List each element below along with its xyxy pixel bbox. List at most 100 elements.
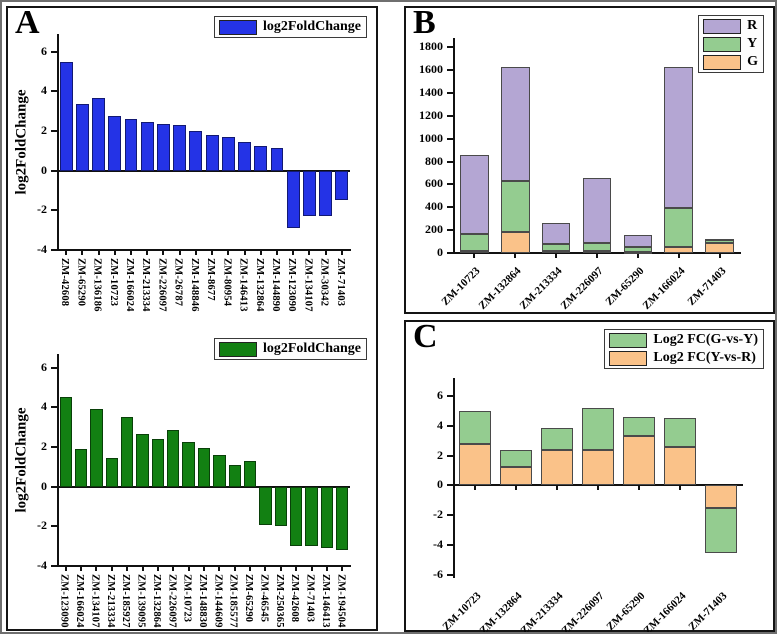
category-label: ZM-250365 [273, 574, 285, 628]
category-label: ZM-30342 [318, 258, 330, 307]
legend-label: log2FoldChange [262, 19, 361, 34]
legend-entry: log2FoldChange [218, 341, 361, 357]
legend-label: Log2 FC(G-vs-Y) [653, 332, 758, 347]
y-tick-label: 0 [41, 478, 47, 493]
bar-segment [705, 485, 738, 508]
y-tick-label: -2 [433, 507, 443, 522]
category-label: ZM-46545 [258, 574, 270, 623]
category-label: ZM-10723 [439, 590, 484, 634]
category-label: ZM-213334 [104, 574, 116, 628]
category-tick [81, 250, 84, 255]
category-label: ZM-71403 [684, 265, 729, 309]
category-tick [130, 250, 132, 255]
panel-b-letter: B [413, 4, 436, 41]
bar [140, 122, 154, 171]
y-tick-label: 2 [41, 439, 47, 454]
category-tick [324, 250, 327, 255]
bar-segment [541, 251, 571, 254]
bar [319, 170, 333, 217]
y-tick-label: 800 [425, 153, 443, 168]
y-tick-label: 4 [41, 83, 47, 98]
category-label: ZM-185577 [227, 574, 239, 628]
bar-segment [458, 410, 491, 445]
category-label: ZM-42608 [289, 574, 301, 623]
y-tick [447, 137, 453, 140]
y-tick [447, 252, 453, 254]
category-tick [679, 485, 682, 491]
category-label: ZM-146413 [319, 574, 331, 628]
bar-segment [623, 234, 653, 248]
bar-segment [581, 450, 615, 486]
bar [136, 434, 149, 487]
chart-a-bottom-plot: -4 -2 0 2 4 6 ZM-123090 ZM-166024 ZM-134107 ZM-21… [37, 354, 351, 628]
y-tick [447, 394, 453, 397]
panel-c-letter: C [413, 318, 438, 355]
chart-b-plot: 0 200 400 600 800 1000 1200 1400 1600 1800 ZM-1072… [419, 38, 741, 312]
category-label: ZM-132864 [476, 265, 524, 312]
category-tick [597, 485, 599, 491]
y-tick [51, 446, 57, 449]
bar-segment [623, 416, 656, 437]
category-tick [292, 250, 295, 255]
category-label: ZM-132864 [150, 574, 162, 628]
chart-a-top-plot: -4 -2 0 2 4 6 ZM-42608 ZM-65290 ZM-136186 ZM-1072… [37, 34, 351, 312]
bar-segment [500, 231, 530, 253]
category-tick [95, 566, 98, 571]
legend-label: G [747, 54, 758, 69]
bar [270, 147, 284, 171]
bar-segment [664, 247, 693, 253]
category-label: ZM-166024 [124, 258, 135, 312]
category-tick [194, 250, 197, 255]
y-axis-line [453, 378, 455, 578]
category-tick [211, 250, 214, 255]
category-label: ZM-136186 [91, 258, 103, 312]
legend-a-bottom: log2FoldChange [213, 338, 367, 360]
category-tick [64, 566, 67, 571]
category-tick [325, 566, 328, 571]
category-tick [113, 250, 116, 255]
bar [290, 486, 303, 547]
category-label: ZM-10723 [107, 258, 119, 307]
category-tick [295, 566, 298, 571]
legend-label: Y [747, 36, 758, 51]
y-tick [447, 229, 453, 232]
bar-segment [541, 243, 571, 252]
bar [320, 486, 334, 549]
y-tick [447, 206, 453, 209]
bar-segment [499, 466, 532, 486]
bar [105, 458, 118, 487]
category-label: ZM-71403 [304, 574, 316, 623]
y-tick-label: 4 [437, 417, 443, 432]
category-label: ZM-42608 [59, 258, 71, 307]
bar-segment [623, 252, 653, 255]
category-label: ZM-226097 [558, 265, 606, 312]
y-tick [447, 484, 453, 487]
legend-swatch-green [218, 341, 257, 357]
category-label: ZM-166024 [640, 265, 688, 312]
y-tick-label: 6 [41, 359, 47, 374]
y-tick [447, 424, 453, 427]
legend-a-top: log2FoldChange [213, 16, 367, 38]
y-tick [447, 574, 453, 576]
legend-entry: R [703, 18, 758, 34]
legend-swatch-r [703, 18, 742, 34]
bar-segment [623, 436, 656, 486]
legend-swatch-y [703, 36, 742, 52]
category-tick [65, 250, 68, 255]
y-tick [51, 565, 57, 567]
category-tick [276, 250, 278, 255]
bar [189, 131, 203, 171]
y-tick [447, 183, 453, 186]
bar [243, 460, 257, 487]
bar [108, 116, 122, 171]
y-tick-label: -2 [37, 202, 47, 217]
zero-line [58, 169, 350, 172]
y-tick [51, 485, 57, 488]
y-tick-label: 2 [41, 123, 47, 138]
bar [156, 124, 170, 171]
bar-segment [499, 449, 532, 467]
category-label: ZM-226097 [156, 258, 168, 312]
y-tick-label: 1000 [419, 130, 443, 145]
legend-swatch-yvsr [609, 350, 648, 366]
category-tick [340, 250, 343, 255]
